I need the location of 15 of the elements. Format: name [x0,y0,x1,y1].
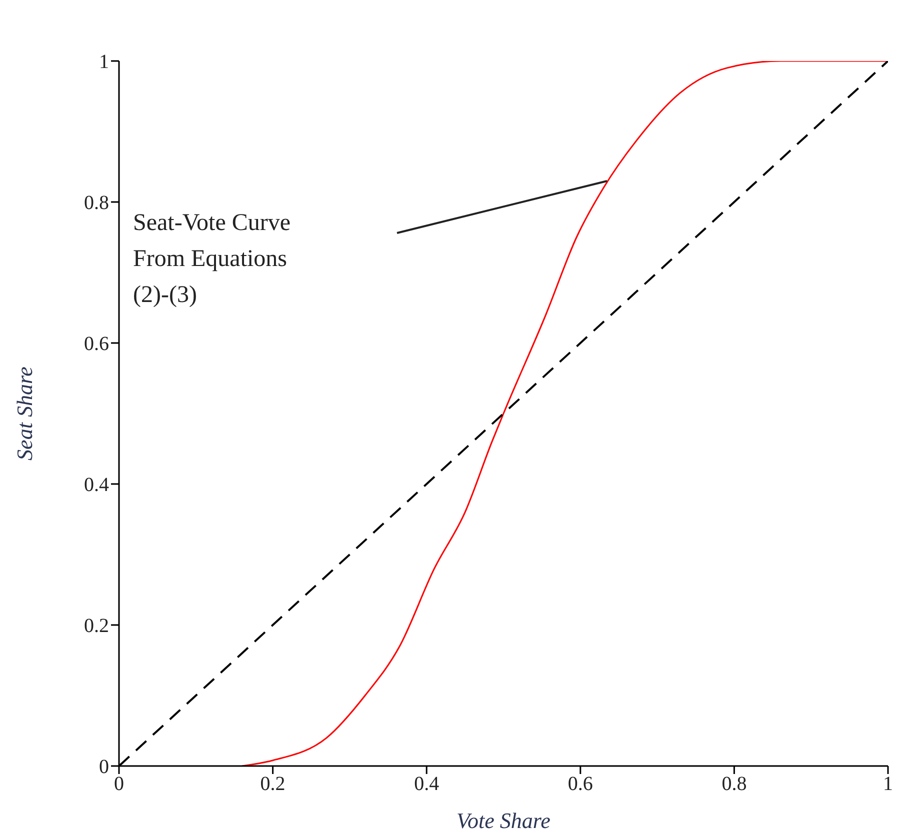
y-tick-label: 0.6 [84,333,109,356]
x-tick-label: 0.2 [260,773,286,796]
y-tick-label: 0 [99,756,109,778]
y-tick-label: 1 [99,51,109,74]
y-axis-title: Seat Share [12,366,37,460]
annotation: Seat-Vote Curve From Equations (2)-(3) [133,210,291,308]
y-tick-label: 0.8 [84,192,109,214]
y-tick-label: 0.4 [84,474,109,496]
x-tick-label: 0 [114,773,124,796]
x-tick-label: 0.8 [722,773,747,796]
x-axis-title: Vote Share [456,808,551,833]
x-tick-label: 0.6 [568,773,593,796]
x-tick-label: 1 [883,773,893,796]
y-tick-label: 0.2 [84,615,109,638]
x-tick-label: 0.4 [414,773,440,796]
